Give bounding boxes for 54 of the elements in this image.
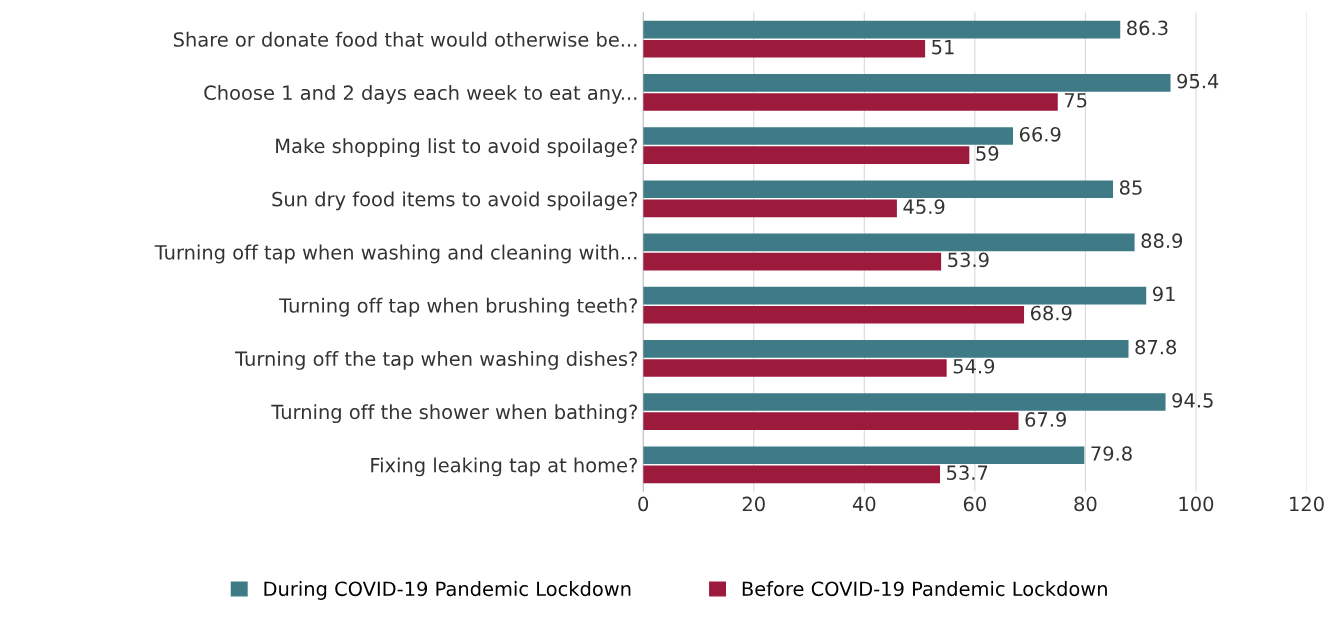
x-tick-label: 100 — [1179, 496, 1214, 512]
y-tick-label: Fixing leaking tap at home? — [371, 457, 637, 477]
data-label: 59 — [976, 146, 999, 161]
data-label: 66.9 — [1019, 126, 1061, 142]
data-label: 51 — [932, 39, 954, 55]
bar — [643, 20, 1121, 39]
x-tick-label: 20 — [742, 496, 765, 512]
data-label: 88.9 — [1141, 233, 1183, 249]
data-label: 95.4 — [1177, 73, 1219, 89]
data-label: 53.7 — [947, 465, 988, 481]
bar — [643, 233, 1135, 252]
x-tick-label: 80 — [1074, 496, 1097, 512]
y-tick-label: Turning off tap when washing and cleaning with... — [154, 244, 637, 264]
bar — [643, 180, 1114, 199]
bar — [643, 446, 1085, 465]
y-tick-label: Turning off tap when brushing teeth? — [279, 297, 637, 317]
bar — [643, 93, 1058, 111]
data-label: 85 — [1119, 180, 1142, 195]
data-label: 54.9 — [953, 358, 995, 374]
data-label: 53.9 — [948, 252, 989, 268]
y-tick-label: Sun dry food items to avoid spoilage? — [272, 191, 637, 211]
bar — [643, 359, 947, 377]
data-label: 87.8 — [1135, 339, 1177, 355]
bar — [643, 39, 926, 58]
bar — [643, 465, 941, 484]
data-label: 79.8 — [1091, 446, 1132, 461]
bar — [643, 286, 1147, 305]
bar — [643, 340, 1129, 358]
bar — [643, 252, 942, 271]
y-tick-label: Choose 1 and 2 days each week to eat any... — [204, 85, 637, 104]
bar — [643, 199, 897, 218]
data-label: 91 — [1152, 286, 1175, 302]
x-tick-label: 60 — [963, 496, 986, 512]
bar — [643, 74, 1171, 92]
data-label: 67.9 — [1025, 412, 1066, 427]
x-tick-label: 0 — [638, 496, 649, 512]
x-tick-label: 40 — [852, 496, 876, 512]
data-label: 45.9 — [903, 199, 945, 215]
bar — [643, 393, 1166, 411]
legend-label: Before COVID-19 Pandemic Lockdown — [742, 581, 1107, 597]
legend-label: During COVID-19 Pandemic Lockdown — [264, 581, 631, 600]
data-label: 75 — [1064, 93, 1087, 108]
bar — [643, 127, 1013, 145]
y-tick-label: Share or donate food that would otherwise be... — [173, 31, 637, 47]
bar — [643, 305, 1025, 324]
data-label: 68.9 — [1030, 305, 1072, 321]
data-label: 94.5 — [1172, 392, 1213, 408]
bar — [643, 146, 970, 164]
y-tick-label: Turning off the shower when bathing? — [271, 404, 637, 424]
bar — [643, 412, 1019, 430]
x-tick-label: 120 — [1290, 496, 1324, 512]
y-tick-label: Make shopping list to avoid spoilage? — [276, 138, 637, 158]
data-label: 86.3 — [1127, 20, 1168, 36]
y-tick-label: Turning off the tap when washing dishes? — [235, 351, 637, 370]
